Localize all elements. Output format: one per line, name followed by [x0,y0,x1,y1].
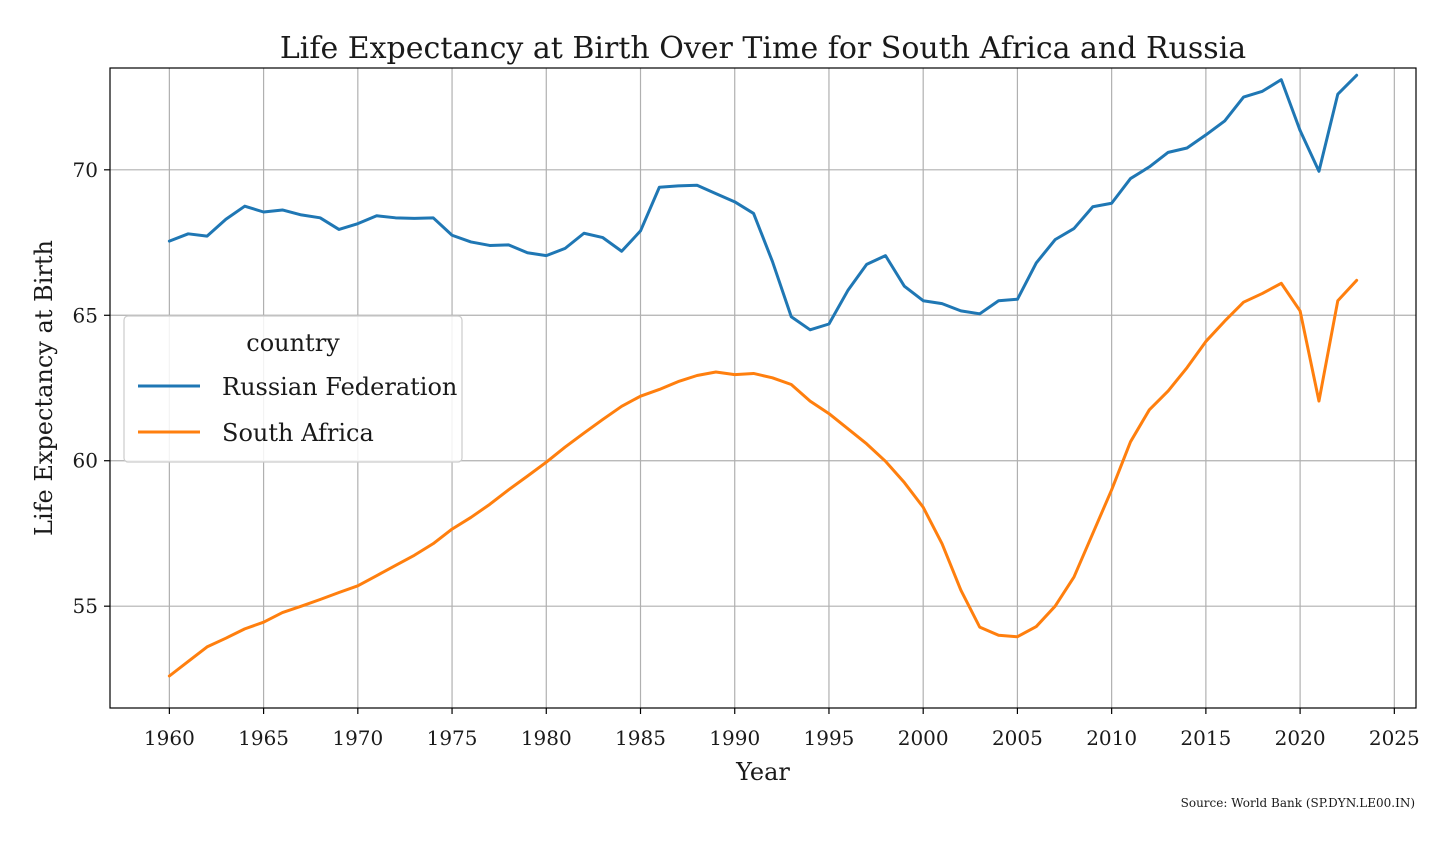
plot-frame [109,67,1417,709]
x-tick-label-2000: 2000 [898,726,949,750]
x-axis-ticks: 1960 1965 1970 1975 1980 1985 1990 1995 2000 2005… [144,708,1420,750]
y-axis-label: Life Expectancy at Birth [30,240,58,536]
x-tick-label-1995: 1995 [804,726,855,750]
x-tick-label-2020: 2020 [1275,726,1326,750]
x-tick-label-1975: 1975 [427,726,478,750]
y-tick-label-60: 60 [73,449,98,473]
grid [110,68,1416,708]
y-tick-label-55: 55 [73,594,98,618]
x-tick-label-1970: 1970 [332,726,383,750]
series-lines [167,73,1359,678]
chart-title: Life Expectancy at Birth Over Time for S… [280,31,1246,66]
x-tick-label-1980: 1980 [521,726,572,750]
series-line-south-africa [167,278,1359,678]
x-tick-label-1985: 1985 [615,726,666,750]
x-tick-label-2025: 2025 [1369,726,1420,750]
series-line-russian-federation [167,73,1359,332]
y-axis-ticks: 55 60 65 70 [73,158,110,618]
legend-title: country [246,329,340,357]
y-tick-label-70: 70 [73,158,98,182]
x-tick-label-1965: 1965 [238,726,289,750]
x-tick-label-1990: 1990 [709,726,760,750]
legend-box [123,315,463,463]
x-axis-label: Year [735,758,790,786]
x-tick-label-2010: 2010 [1086,726,1137,750]
x-tick-label-2015: 2015 [1180,726,1231,750]
source-note: Source: World Bank (SP.DYN.LE00.IN) [1181,796,1415,810]
legend-label-south-africa: South Africa [222,419,374,447]
legend: country Russian Federation South Africa [123,315,463,463]
x-tick-label-2005: 2005 [992,726,1043,750]
y-tick-label-65: 65 [73,303,98,327]
legend-label-russian-federation: Russian Federation [222,373,457,401]
x-tick-label-1960: 1960 [144,726,195,750]
